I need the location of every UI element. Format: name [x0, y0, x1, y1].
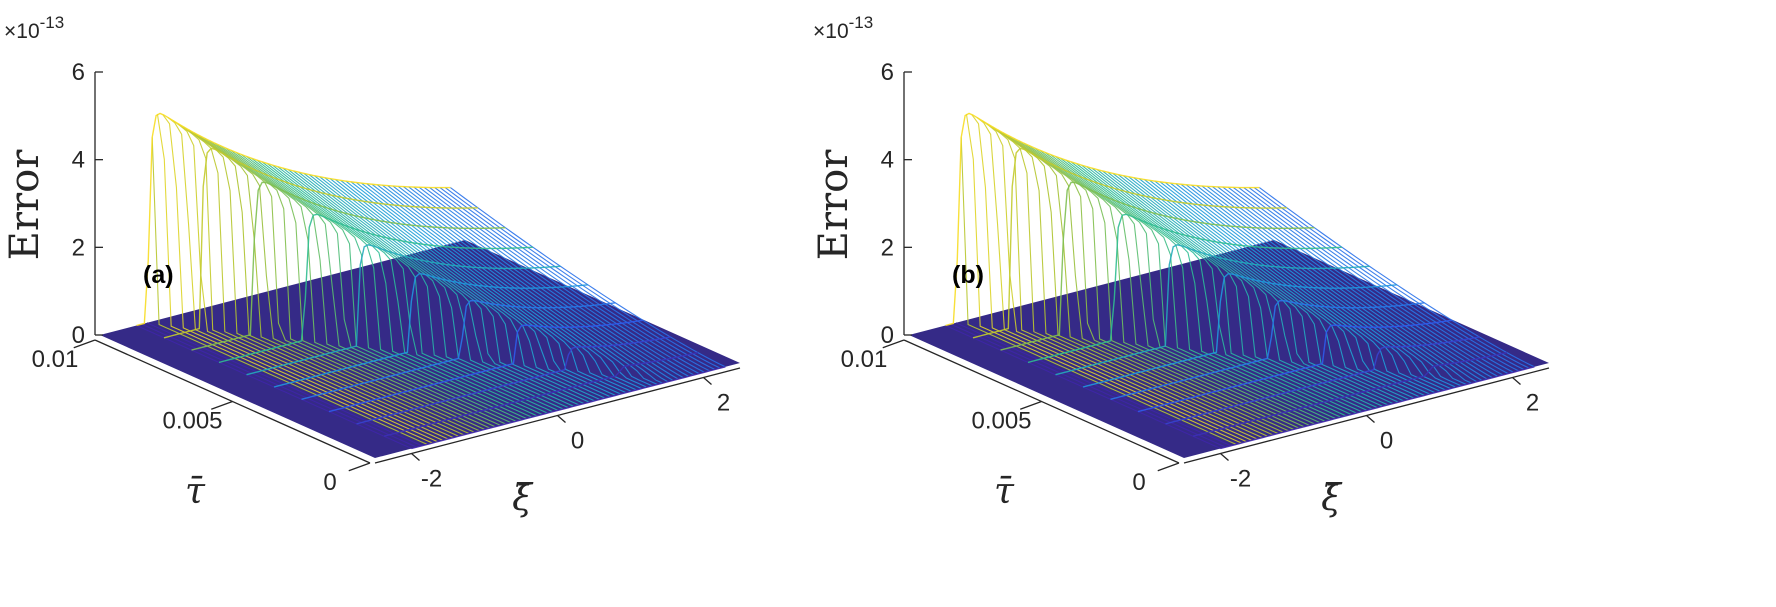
z-tick-label: 2 [72, 234, 85, 261]
x-tick-label: -2 [421, 466, 442, 493]
y-axis-label: τ̄ [185, 471, 206, 512]
z-tick-label: 2 [881, 234, 894, 261]
x-tick-label: 0 [1380, 428, 1393, 455]
z-axis-label: Error [811, 149, 857, 261]
y-tick-label: 0.01 [841, 346, 888, 373]
z-tick-label: 6 [72, 59, 85, 86]
y-axis-label: τ̄ [994, 471, 1015, 512]
z-exponent-label: ×10-13 [813, 13, 873, 43]
x-tick-label: 2 [717, 390, 730, 417]
error-surface [945, 112, 1535, 450]
y-tick-label: 0.01 [32, 346, 79, 373]
z-tick-label: 4 [881, 147, 894, 174]
surface-floor [909, 240, 1549, 458]
z-tick-label: 4 [72, 147, 85, 174]
x-tick-label: -2 [1230, 466, 1251, 493]
panel-label: (b) [952, 261, 984, 289]
panel-label: (a) [143, 261, 174, 289]
x-tick-label: 2 [1526, 390, 1539, 417]
x-axis-label: ξ̄ [512, 478, 534, 519]
panel-a: 0 2 4 6 0 0.005 0.01 -2 0 2 ×10-13 Error τ̄ ξ̄ (a) [2, 13, 741, 519]
x-axis-label: ξ̄ [1321, 478, 1343, 519]
y-tick-label: 0.005 [971, 408, 1031, 435]
z-exponent-label: ×10-13 [4, 13, 64, 43]
surface-floor [100, 240, 740, 458]
z-tick-label: 0 [72, 322, 85, 349]
error-surface [136, 112, 726, 450]
z-axis-label: Error [2, 149, 48, 261]
x-tick-label: 0 [571, 428, 584, 455]
z-tick-label: 6 [881, 59, 894, 86]
y-tick-label: 0 [1132, 469, 1145, 496]
panel-b: 0 2 4 6 0 0.005 0.01 -2 0 2 ×10-13 Error τ̄ ξ̄ (b) [811, 13, 1550, 519]
z-tick-label: 0 [881, 322, 894, 349]
y-tick-label: 0 [323, 469, 336, 496]
y-tick-label: 0.005 [162, 408, 222, 435]
